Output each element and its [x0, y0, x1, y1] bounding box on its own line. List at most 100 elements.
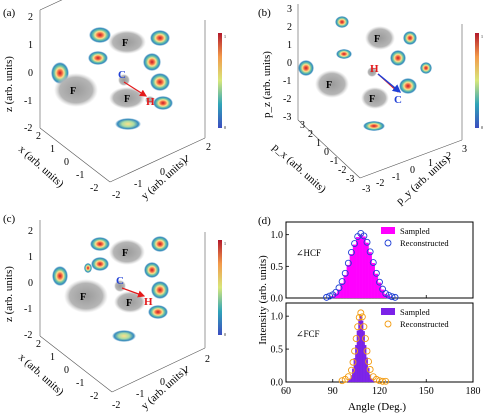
- x-tick-label: 90: [328, 386, 338, 397]
- legend-label-sampled: Sampled: [400, 226, 430, 236]
- panel-a-y-tick: 0: [160, 167, 165, 178]
- histogram-bar: [343, 275, 347, 299]
- panel-c-x-label: x (arb. units): [16, 351, 66, 398]
- fluorine-cloud: [108, 30, 146, 54]
- y-tick-label: 1.0: [271, 230, 284, 241]
- density-blob: [363, 121, 385, 131]
- panel-c-z-tick: 0: [28, 278, 33, 289]
- atom-label-h: H: [370, 63, 379, 75]
- reconstructed-point: [344, 259, 352, 267]
- panel-b-y-tick: -3: [362, 184, 370, 195]
- x-tick-label: 60: [281, 386, 291, 397]
- c-h-bond-arrow: [121, 287, 146, 298]
- panel-c-colorbar: [218, 240, 222, 335]
- panel-b-x-tick: -2: [338, 165, 346, 176]
- panel-c-z-tick: 2: [28, 226, 33, 237]
- panel-c-z-tick: -2: [24, 330, 32, 341]
- reconstructed-point: [349, 358, 357, 366]
- panel-b-y-tick: 1: [428, 158, 433, 169]
- panel-b-density-blobs: [298, 16, 432, 131]
- legend-label-reconstructed: Reconstructed: [400, 319, 449, 329]
- density-blob: [153, 96, 173, 110]
- reconstructed-point: [376, 278, 383, 286]
- reconstructed-point: [360, 232, 368, 240]
- legend-swatch-reconstructed: [384, 320, 392, 328]
- x-tick-label: 180: [466, 386, 481, 397]
- histogram-bar: [374, 273, 379, 299]
- panel-b-x-tick: 2: [308, 129, 313, 140]
- panel-c-y-tick: -1: [136, 389, 144, 400]
- panel-c-density-blobs: [52, 236, 169, 342]
- legend-swatch-sampled: [381, 227, 395, 234]
- panel-a: (a) 2 1 0 -1 -2 z (arb. units) 2 1 0 -1 …: [3, 0, 226, 202]
- panel-a-colorbar: [218, 33, 222, 128]
- panel-b-x-ticks: 3 2 1 0 -1 -2 -3: [300, 120, 354, 185]
- density-blob: [399, 78, 417, 94]
- panel-a-z-label: z (arb. units): [3, 56, 15, 112]
- density-blob: [298, 60, 314, 76]
- histogram-bar: [352, 368, 354, 383]
- panel-a-y-tick: 2: [206, 142, 211, 153]
- histogram-bar: [356, 330, 359, 383]
- atom-label-f: F: [70, 86, 76, 97]
- panel-c: (c) 2 1 0 -1 -2 z (arb. units) 2 1 0 -1 …: [3, 213, 226, 412]
- panel-c-z-tick: -1: [24, 304, 32, 315]
- reconstructed-point: [351, 347, 359, 355]
- histogram-bar: [370, 378, 373, 383]
- reconstructed-point: [357, 309, 365, 317]
- colorbar-min: 0: [481, 125, 483, 130]
- atom-label-f: F: [124, 94, 130, 105]
- panel-c-x-ticks: 2 1 0 -1 -2: [36, 339, 98, 402]
- density-blob: [148, 305, 168, 319]
- reconstructed-point: [348, 248, 355, 256]
- reconstructed-point: [335, 284, 343, 292]
- c-h-momentum-arrow: [377, 73, 402, 93]
- panel-c-z-ticks: 2 1 0 -1 -2: [24, 226, 33, 341]
- panel-b-x-tick: -3: [346, 174, 354, 185]
- reconstructed-point: [366, 248, 374, 256]
- panel-a-x-tick: 0: [64, 157, 69, 168]
- panel-a-z-tick: 2: [28, 12, 33, 23]
- reconstructed-point: [360, 323, 368, 331]
- histogram-bar: [367, 368, 370, 383]
- panel-a-z-tick: 1: [28, 40, 33, 51]
- histogram-bar: [368, 252, 372, 299]
- panel-b-z-ticks: 3 2 1 0 -1 -2 -3: [283, 4, 292, 123]
- panel-b-y-tick: -1: [392, 172, 400, 183]
- panel-a-f-clouds: [54, 30, 155, 109]
- reconstructed-point: [351, 240, 359, 247]
- panel-b-y-tick: 0: [410, 165, 415, 176]
- fluorine-cloud: [64, 279, 108, 313]
- colorbar-max: 1: [224, 34, 226, 39]
- panel-b-z-tick: -3: [283, 112, 291, 123]
- panel-c-y-label: y (arb. units): [139, 365, 189, 412]
- carbon-cloud: [367, 67, 377, 77]
- y-tick-label: 0.5: [271, 345, 284, 356]
- density-blob: [91, 257, 109, 271]
- reconstructed-point: [379, 377, 387, 385]
- reconstructed-point: [344, 373, 352, 381]
- histogram-bar: [362, 331, 365, 383]
- panel-c-label: (c): [3, 213, 16, 225]
- y-tick-label: 0.0: [271, 294, 284, 305]
- x-tick-label: 150: [419, 386, 434, 397]
- density-blob: [150, 30, 170, 46]
- atom-label-f: F: [374, 34, 380, 45]
- legend-swatch-reconstructed: [384, 239, 392, 247]
- panel-c-z-label: z (arb. units): [3, 266, 15, 322]
- density-blob: [143, 53, 161, 71]
- panel-b-f-clouds: [315, 26, 395, 109]
- colorbar-max: 1: [481, 34, 483, 39]
- panel-c-x-tick: 0: [64, 365, 69, 376]
- panel-b-y-tick: 3: [462, 144, 467, 155]
- panel-d-label: (d): [258, 215, 271, 227]
- atom-label-f: F: [122, 248, 128, 259]
- atom-label-c: C: [118, 69, 126, 81]
- panel-b-z-tick: 0: [287, 58, 292, 69]
- panel-b-x-tick: 3: [300, 120, 305, 131]
- panel-d-top-plot: 0.0 0.5 1.0 Sampled Reconstructed ∠HCF: [271, 221, 474, 305]
- density-blob: [144, 262, 160, 278]
- panel-b-label: (b): [258, 7, 271, 19]
- reconstructed-point: [369, 259, 377, 266]
- density-blob: [151, 236, 169, 252]
